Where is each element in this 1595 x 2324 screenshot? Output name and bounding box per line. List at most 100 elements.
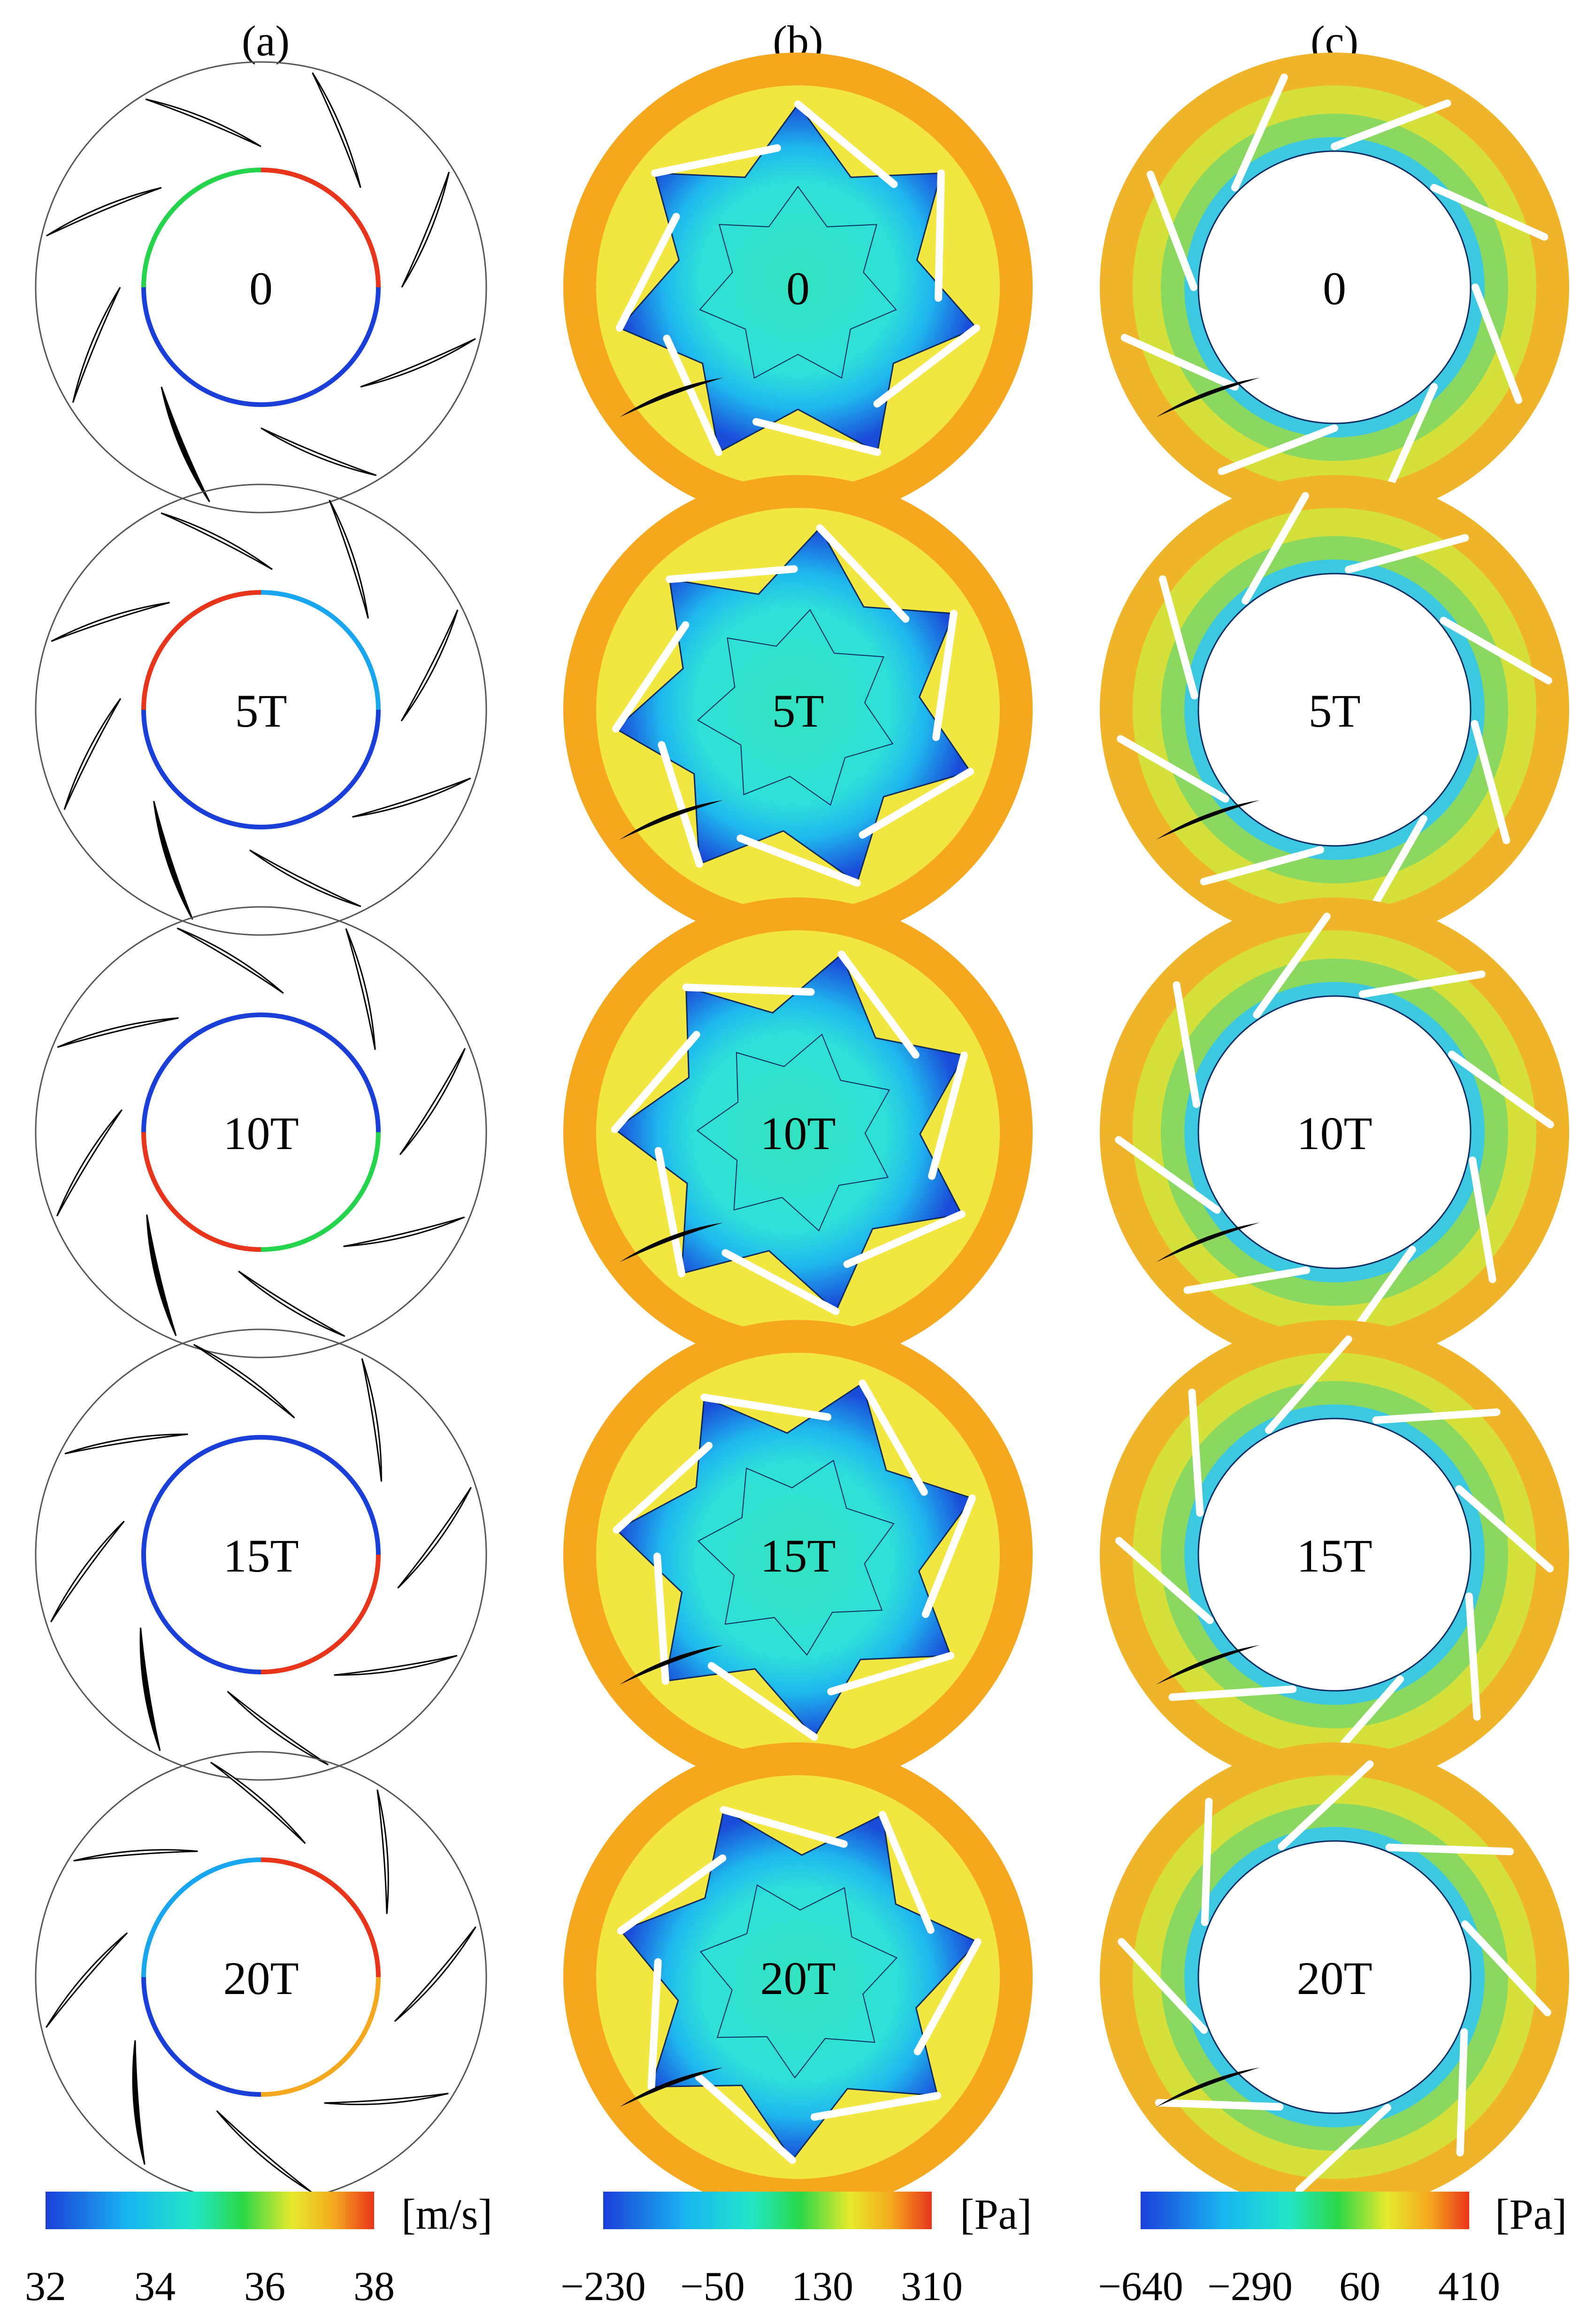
- impeller-blade: [1218, 424, 1338, 476]
- impeller-blade: [816, 524, 910, 623]
- pressure-contour-line: [696, 1033, 890, 1232]
- panel-grid: [35, 53, 1569, 2212]
- panel-c-3: [1100, 1320, 1569, 1789]
- impeller-blade: [658, 741, 703, 868]
- panel-c-4: [1100, 1742, 1569, 2212]
- colorbar-c-unit: [Pa]: [1495, 2190, 1567, 2238]
- velocity-ring-segment: [261, 1435, 381, 1555]
- colorbar-a: [m/s] 32 34 36 38: [25, 2190, 492, 2309]
- hub-circle: [1197, 150, 1472, 424]
- guide-vane: [361, 1358, 382, 1482]
- impeller-blade: [666, 565, 798, 583]
- guide-vane: [56, 1109, 123, 1217]
- guide-vane: [176, 927, 284, 994]
- velocity-ring-segment: [141, 709, 261, 829]
- time-label-a-3: 15T: [223, 1530, 299, 1582]
- guide-vane: [345, 928, 376, 1050]
- impeller-blade: [1146, 170, 1197, 291]
- guide-vane: [397, 1487, 472, 1589]
- impeller-blade: [700, 1394, 832, 1421]
- guide-vane: [51, 602, 170, 642]
- impeller-blade: [1231, 73, 1288, 192]
- colorbar-b: [Pa] −230 −50 130 310: [560, 2190, 1032, 2309]
- vane-highlighted: [161, 386, 210, 502]
- time-label-a-2: 10T: [223, 1107, 299, 1159]
- impeller-blade: [707, 1662, 818, 1741]
- vane-highlighted: [146, 1214, 177, 1336]
- impeller-blade: [663, 335, 722, 456]
- colorbar-b-tick-3: 310: [901, 2264, 963, 2309]
- impeller-blade: [859, 1380, 928, 1496]
- colorbar-a-tick-3: 38: [353, 2264, 395, 2309]
- impeller-blade: [859, 767, 974, 839]
- velocity-ring-segment: [141, 1977, 261, 2097]
- pressure-contour-line: [697, 609, 894, 806]
- panel-b-0: [563, 53, 1033, 522]
- impeller-blade: [752, 418, 882, 456]
- impeller-blade: [921, 1494, 976, 1618]
- impeller-blade: [617, 1854, 727, 1935]
- hub-circle: [1197, 573, 1472, 847]
- guide-vane: [399, 1048, 466, 1155]
- hub-circle: [1197, 995, 1472, 1269]
- column-label-a: (a): [242, 17, 290, 65]
- impeller-blade: [843, 1210, 966, 1268]
- colorbar-c-tick-2: 60: [1339, 2264, 1380, 2309]
- guide-vane: [324, 2093, 449, 2105]
- velocity-ring-segment: [141, 1435, 261, 1555]
- velocity-ring-segment: [261, 590, 381, 710]
- colorbar-b-unit: [Pa]: [960, 2190, 1032, 2238]
- colorbar-c: [Pa] −640 −290 60 410: [1098, 2190, 1567, 2309]
- guide-vane: [249, 849, 361, 907]
- pressure-contour-line: [699, 185, 897, 379]
- guide-vane: [394, 1926, 476, 2022]
- impeller-blade: [928, 1051, 968, 1180]
- colorbar-c-tick-1: −290: [1207, 2264, 1293, 2309]
- impeller-blade: [615, 213, 680, 332]
- guide-vane: [400, 609, 459, 721]
- panel-c-1: [1100, 475, 1569, 944]
- velocity-ring-segment: [141, 1132, 261, 1252]
- impeller-blade: [1430, 184, 1549, 241]
- guide-vane: [360, 338, 476, 388]
- time-label-a-1: 5T: [235, 685, 287, 737]
- impeller-blade: [736, 834, 861, 887]
- guide-vane: [376, 1789, 389, 1914]
- impeller-blade: [1465, 1592, 1481, 1721]
- impeller-blade: [932, 610, 958, 741]
- impeller-blade: [1158, 575, 1198, 700]
- panel-c-0: [1100, 53, 1569, 522]
- impeller-blade: [794, 100, 898, 188]
- guide-vane: [63, 698, 122, 810]
- velocity-ring-segment: [261, 1977, 381, 2097]
- impeller-blade: [721, 1249, 840, 1315]
- guide-vane: [72, 287, 121, 403]
- casing-outline: [35, 906, 487, 1358]
- impeller-blade: [647, 1958, 662, 2091]
- impeller-blade: [1448, 1051, 1554, 1128]
- impeller-blade: [1168, 1685, 1297, 1701]
- panel-a-0: [35, 61, 487, 514]
- guide-vane: [145, 98, 261, 147]
- guide-vane: [227, 1691, 329, 1765]
- casing-outline: [35, 1328, 487, 1781]
- time-label-b-3: 15T: [760, 1530, 836, 1582]
- guide-vane: [73, 1849, 198, 1862]
- time-label-b-2: 10T: [760, 1107, 836, 1159]
- colorbar-b-gradient: [603, 2192, 932, 2229]
- velocity-ring-segment: [261, 1012, 381, 1133]
- impeller-blade: [1155, 2099, 1284, 2111]
- impeller-blade: [1253, 913, 1331, 1019]
- impeller-blade: [651, 144, 781, 177]
- pressure-contour-line: [697, 1459, 895, 1656]
- hub-circle: [1197, 1840, 1472, 2114]
- pressure-contour-line: [699, 1884, 898, 2079]
- hub-circle: [1197, 1418, 1472, 1692]
- time-label-b-4: 20T: [760, 1952, 836, 2004]
- vane-highlighted: [139, 1627, 161, 1751]
- guide-vane: [261, 427, 377, 476]
- guide-vane: [210, 1762, 306, 1844]
- guide-vane: [352, 777, 471, 818]
- panel-a-3: [35, 1328, 487, 1781]
- colorbar-b-tick-1: −50: [680, 2264, 745, 2309]
